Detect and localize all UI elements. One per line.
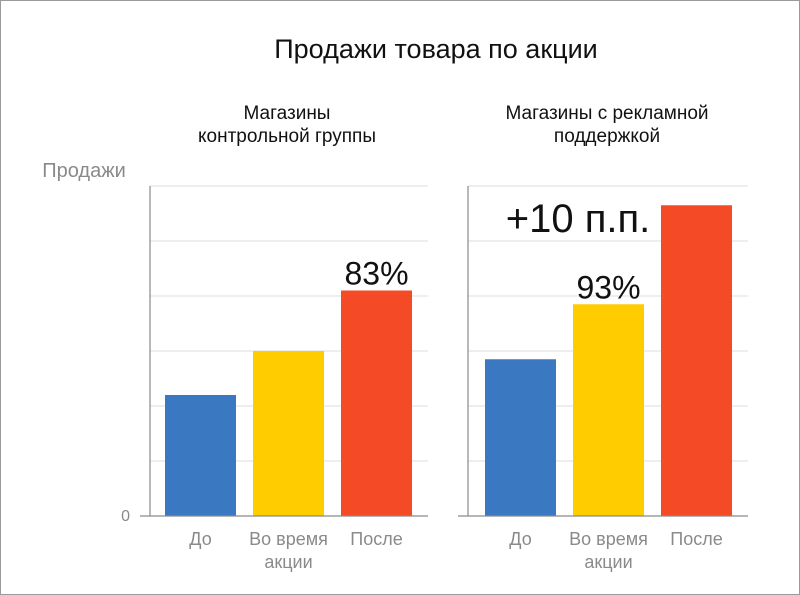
panel-title-line: Магазины с рекламной [505,103,708,124]
x-tick-label: После [350,529,402,549]
bar [485,359,556,516]
y-axis-label: Продажи [42,160,126,182]
bar [165,395,236,516]
panel-title-line: Магазины [244,103,331,124]
bar [573,304,644,516]
data-label: 83% [344,256,408,292]
data-label: 93% [576,269,640,305]
chart-title: Продажи товара по акции [274,34,598,64]
bar [253,351,324,516]
x-tick-label: акции [264,552,312,572]
x-tick-label: акции [584,552,632,572]
x-tick-label: Во время [249,529,328,549]
x-tick-label: Во время [569,529,648,549]
panel-title-line: поддержкой [554,126,660,147]
panel-title-line: контрольной группы [198,126,376,147]
y-axis-zero-label: 0 [121,508,130,525]
x-tick-label: До [509,529,531,549]
x-tick-label: После [670,529,722,549]
increase-label: +10 п.п. [506,197,651,241]
bar [661,205,732,516]
x-tick-label: До [189,529,211,549]
bar [341,290,412,516]
